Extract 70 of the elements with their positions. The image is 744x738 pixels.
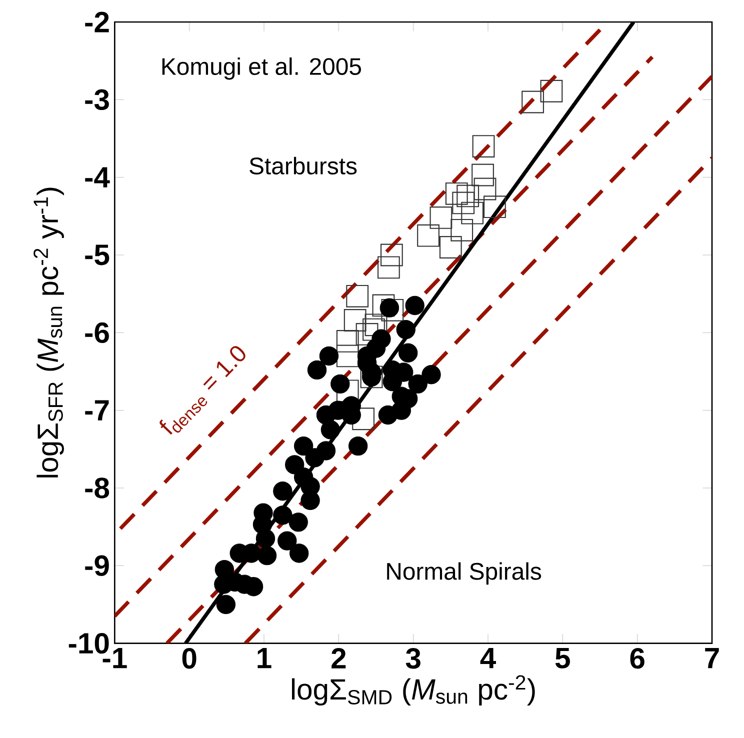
point <box>257 546 277 566</box>
point <box>456 184 480 208</box>
x-tick-label: 1 <box>258 648 272 668</box>
x-tick-label: 4 <box>480 648 496 668</box>
point <box>273 506 292 525</box>
point <box>377 256 400 279</box>
x-tick-label: 2 <box>332 648 346 668</box>
point <box>372 294 395 317</box>
point <box>398 343 418 362</box>
point <box>320 420 340 440</box>
x-axis-title: logΣ$_{SMD}$ (M$_{sun}$ pc$^{-2}$) <box>292 675 535 706</box>
point <box>474 178 496 200</box>
point <box>472 135 495 158</box>
point <box>294 436 314 456</box>
annotation: Normal Spirals <box>387 562 542 585</box>
annotation: Starbursts <box>250 156 357 174</box>
point <box>430 206 452 229</box>
x-tick-label: 3 <box>406 648 420 669</box>
y-tick-label: -9 <box>85 555 109 576</box>
annotation: Komugi et al. 2005 <box>162 57 361 80</box>
point <box>256 528 276 548</box>
point <box>522 90 544 114</box>
point <box>540 80 563 102</box>
point <box>461 202 484 224</box>
point <box>452 192 475 214</box>
point <box>216 594 236 614</box>
y-tick-label: -7 <box>85 400 109 420</box>
point <box>346 284 369 308</box>
point <box>285 455 304 474</box>
x-tick-label: 5 <box>555 648 570 668</box>
point <box>364 314 388 336</box>
point <box>405 296 424 316</box>
point <box>352 408 375 430</box>
point <box>381 298 404 322</box>
point <box>289 544 309 563</box>
point <box>273 482 292 501</box>
point <box>278 531 297 550</box>
y-tick-label: -3 <box>85 89 109 110</box>
y-tick-label: -5 <box>85 244 110 266</box>
point <box>319 346 339 366</box>
point <box>344 309 366 332</box>
y-tick-label: -8 <box>85 478 110 498</box>
point <box>348 436 368 456</box>
point <box>288 512 308 532</box>
point <box>362 318 385 341</box>
y-tick-label: -2 <box>85 12 109 32</box>
point <box>380 244 403 266</box>
x-tick-label: 6 <box>630 648 644 669</box>
point <box>336 344 359 368</box>
x-tick-label: 0 <box>182 648 196 669</box>
point <box>472 164 494 186</box>
x-tick-label: 7 <box>705 648 719 668</box>
point <box>484 196 506 218</box>
y-tick-label: -4 <box>85 167 110 188</box>
text: logΣ$_{SFR}$ (M$_{sun}$ pc$^{-2}$ yr$^{-1}$) <box>34 188 64 478</box>
y-tick-label: -6 <box>85 322 109 344</box>
point <box>372 329 391 348</box>
point <box>307 360 327 380</box>
point <box>422 365 441 384</box>
point <box>439 236 462 258</box>
point <box>380 298 400 318</box>
point <box>450 218 474 242</box>
point <box>356 323 378 346</box>
point <box>396 320 416 340</box>
point <box>445 182 468 205</box>
point <box>408 374 428 394</box>
point <box>417 224 440 247</box>
point <box>316 441 336 460</box>
point <box>336 330 359 352</box>
point <box>330 374 350 394</box>
